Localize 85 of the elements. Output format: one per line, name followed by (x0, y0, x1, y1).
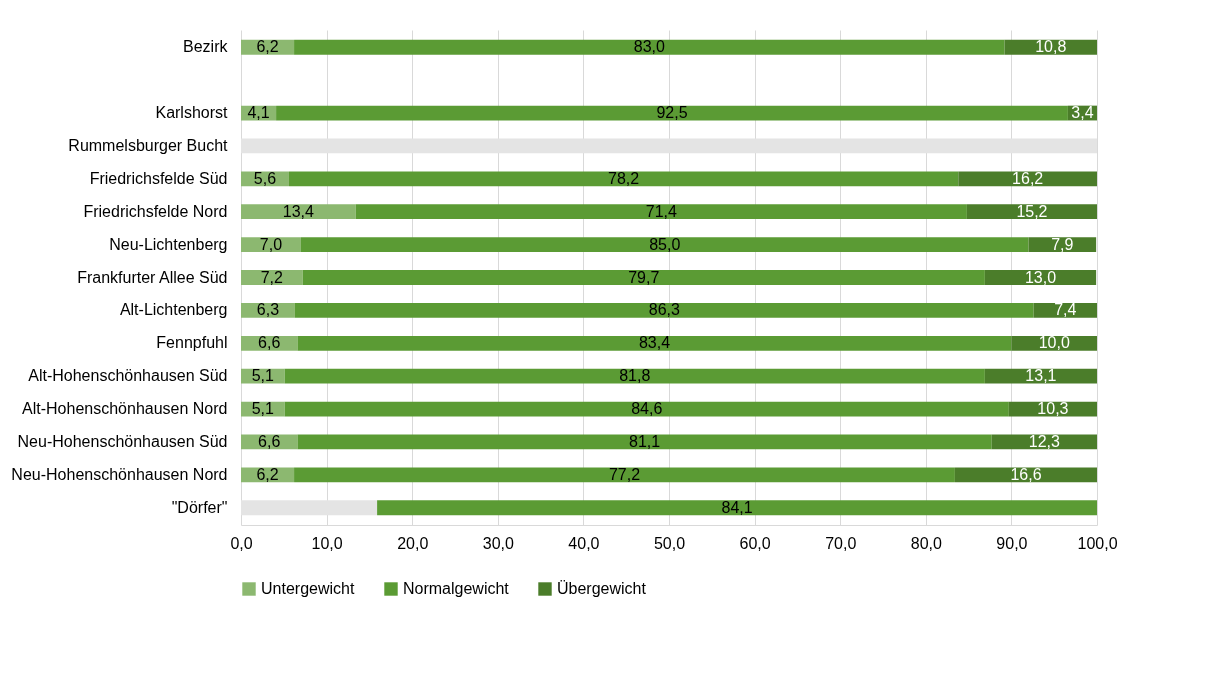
bar (984, 270, 1097, 285)
legend-label: Normalgewicht (403, 580, 510, 597)
data-label: 81,1 (629, 432, 661, 450)
data-label: 83,4 (638, 334, 671, 352)
bar (954, 467, 1097, 483)
data-label: 16,6 (1010, 465, 1042, 483)
data-label: 86,3 (648, 301, 680, 319)
data-label: 79,7 (628, 268, 660, 286)
x-tick-label: 100,0 (1077, 534, 1118, 552)
data-label: 6,2 (256, 465, 279, 483)
bar (241, 270, 303, 285)
data-label: 13,4 (282, 202, 315, 220)
bar (300, 237, 1029, 253)
data-label: 6,2 (256, 38, 279, 56)
x-tick-label: 50,0 (653, 534, 686, 552)
data-label: 6,3 (256, 301, 280, 319)
bar (294, 39, 1005, 55)
bar (302, 270, 985, 285)
x-tick-label: 0,0 (230, 534, 253, 552)
data-label: 12,3 (1028, 432, 1061, 450)
bar (284, 368, 985, 384)
data-label: 4,1 (247, 104, 270, 122)
data-label: 5,6 (253, 169, 277, 187)
x-tick-label: 80,0 (910, 534, 942, 552)
x-tick-label: 70,0 (825, 534, 857, 552)
data-label: 10,3 (1037, 400, 1069, 418)
legend-label: Untergewicht (261, 580, 355, 597)
x-tick-label: 60,0 (739, 534, 771, 552)
y-tick-label: Friedrichsfelde Nord (83, 202, 228, 220)
x-tick-label: 90,0 (996, 534, 1028, 552)
y-tick-label: Fennpfuhl (156, 334, 228, 352)
y-tick-label: Frankfurter Allee Süd (77, 268, 228, 286)
y-tick-label: Friedrichsfelde Süd (89, 169, 228, 187)
bar (284, 401, 1009, 417)
bar (297, 335, 1012, 351)
bar (241, 204, 356, 220)
y-tick-label: Alt-Hohenschönhausen Süd (28, 367, 228, 385)
x-tick-label: 40,0 (568, 534, 600, 552)
bar (276, 105, 1068, 121)
data-label: 10,8 (1035, 38, 1067, 56)
bar (294, 467, 955, 483)
data-label: 83,0 (633, 38, 665, 56)
y-tick-label: Alt-Hohenschönhausen Nord (22, 400, 228, 418)
data-label: 85,0 (649, 235, 681, 253)
y-tick-label: Rummelsburger Bucht (68, 136, 229, 154)
bar (966, 204, 1097, 220)
bar (294, 302, 1034, 318)
data-label: 6,6 (258, 334, 281, 352)
data-label: 78,2 (608, 169, 640, 187)
data-label: 10,0 (1038, 334, 1070, 352)
data-label: 84,1 (721, 498, 753, 516)
y-tick-label: Alt-Lichtenberg (119, 301, 228, 319)
y-tick-label: Karlshorst (155, 104, 229, 122)
data-label: 81,8 (619, 367, 651, 385)
x-tick-label: 20,0 (397, 534, 429, 552)
data-label: 13,0 (1024, 268, 1057, 286)
data-label: 92,5 (656, 104, 688, 122)
data-label: 13,1 (1025, 367, 1057, 385)
data-label: 7,9 (1051, 235, 1074, 253)
bar (958, 171, 1097, 187)
legend-label: Übergewicht (557, 580, 647, 597)
bar (377, 500, 1097, 516)
bar (355, 204, 967, 220)
data-label: 7,0 (259, 235, 283, 253)
data-label: 84,6 (631, 400, 663, 418)
data-label: 5,1 (251, 400, 275, 418)
bar (288, 171, 959, 187)
data-label: 7,4 (1054, 301, 1077, 319)
data-label: 3,4 (1071, 104, 1094, 122)
x-tick-label: 10,0 (311, 534, 343, 552)
data-label: 77,2 (608, 465, 641, 483)
data-label: 16,2 (1012, 169, 1044, 187)
x-tick-label: 30,0 (482, 534, 514, 552)
y-tick-label: Neu-Hohenschönhausen Süd (17, 432, 228, 450)
data-label: 15,2 (1016, 202, 1048, 220)
y-tick-label: Neu-Hohenschönhausen Nord (11, 465, 228, 483)
data-label: 71,4 (645, 202, 677, 220)
bar (297, 434, 992, 450)
y-tick-label: Bezirk (183, 38, 229, 56)
y-tick-label: "Dörfer" (171, 498, 228, 516)
data-label: 5,1 (251, 367, 275, 385)
data-label: 7,2 (260, 268, 284, 286)
data-label: 6,6 (258, 432, 281, 450)
y-tick-label: Neu-Lichtenberg (109, 235, 228, 253)
bar (984, 368, 1097, 384)
